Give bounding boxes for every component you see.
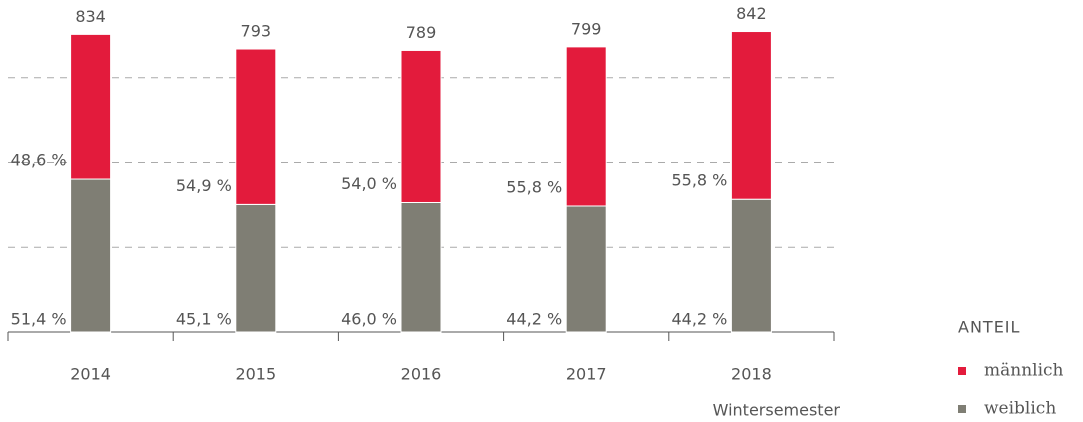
x-tick-label: 2015 xyxy=(235,365,276,384)
total-label: 842 xyxy=(736,4,767,23)
total-label: 789 xyxy=(406,23,437,42)
bar-segment xyxy=(70,178,112,333)
legend-label: weiblich xyxy=(984,399,1056,419)
bar-segment xyxy=(400,49,442,203)
total-label: 834 xyxy=(75,7,106,26)
value-label: 54,0 % xyxy=(341,174,397,193)
bar-segment xyxy=(565,46,607,207)
x-tick-label: 2017 xyxy=(566,365,607,384)
x-axis-label: Wintersemester xyxy=(713,401,841,420)
bar-segment xyxy=(400,201,442,333)
value-label: 54,9 % xyxy=(176,176,232,195)
value-label: 48,6 % xyxy=(11,151,67,170)
value-label: 44,2 % xyxy=(671,310,727,329)
legend-swatch xyxy=(958,405,966,413)
value-label: 51,4 % xyxy=(11,310,67,329)
bar-segment xyxy=(70,33,112,180)
total-label: 793 xyxy=(241,22,272,41)
legend-title: ANTEIL xyxy=(958,318,1020,337)
value-label: 55,8 % xyxy=(506,177,562,196)
bar-segment xyxy=(730,198,772,333)
bar-segment xyxy=(235,203,277,333)
bar-segment xyxy=(565,205,607,333)
value-label: 44,2 % xyxy=(506,310,562,329)
x-tick-label: 2018 xyxy=(731,365,772,384)
value-label: 46,0 % xyxy=(341,310,397,329)
value-label: 55,8 % xyxy=(671,171,727,190)
total-label: 799 xyxy=(571,19,602,38)
x-tick-label: 2014 xyxy=(70,365,111,384)
legend-swatch xyxy=(958,367,966,375)
bar-segment xyxy=(730,31,772,200)
value-label: 45,1 % xyxy=(176,310,232,329)
bar-segment xyxy=(235,48,277,205)
legend-label: männlich xyxy=(984,361,1064,381)
x-tick-label: 2016 xyxy=(401,365,442,384)
